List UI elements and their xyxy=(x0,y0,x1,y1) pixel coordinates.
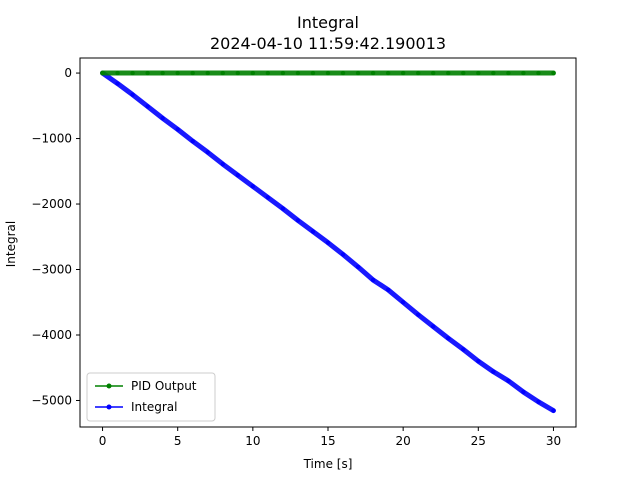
data-point xyxy=(491,70,496,76)
data-point xyxy=(130,92,135,97)
data-point xyxy=(355,264,361,270)
data-point xyxy=(521,70,526,76)
data-point xyxy=(235,70,241,76)
x-tick-label: 0 xyxy=(99,434,107,448)
x-axis-label: Time [s] xyxy=(303,457,353,471)
data-point xyxy=(235,173,241,178)
data-point xyxy=(280,206,286,211)
data-point xyxy=(325,240,331,245)
y-tick-label: −5000 xyxy=(31,393,72,407)
data-point xyxy=(190,138,195,144)
data-point xyxy=(160,70,165,76)
data-point xyxy=(461,347,466,352)
data-point xyxy=(385,70,391,76)
data-point xyxy=(100,70,105,76)
data-point xyxy=(145,104,150,109)
y-tick-label: −1000 xyxy=(31,132,72,146)
x-tick-label: 15 xyxy=(320,434,335,448)
data-point xyxy=(160,116,165,121)
data-point xyxy=(400,300,406,305)
x-tick-label: 30 xyxy=(546,434,561,448)
chart-subtitle: 2024-04-10 11:59:42.190013 xyxy=(210,34,446,53)
data-point xyxy=(415,312,421,317)
x-tick-label: 5 xyxy=(174,434,182,448)
y-axis-label: Integral xyxy=(4,221,18,267)
data-point xyxy=(506,70,511,76)
data-point xyxy=(145,70,150,76)
data-point xyxy=(205,150,210,155)
data-point xyxy=(280,70,286,76)
data-point xyxy=(446,70,451,76)
data-point xyxy=(355,70,361,76)
data-point xyxy=(175,127,180,132)
data-point xyxy=(476,70,481,76)
data-point xyxy=(220,161,225,167)
data-point xyxy=(446,336,451,341)
data-point xyxy=(265,195,271,200)
data-point xyxy=(400,70,406,76)
y-tick-label: 0 xyxy=(64,66,72,80)
data-point xyxy=(310,70,316,76)
data-point xyxy=(370,70,376,76)
legend-label: Integral xyxy=(131,400,177,414)
plot-area: 0 5 10 15 20 25 30 0 −1000 −2000 −3000 −4000 −5000 xyxy=(31,57,577,448)
y-tick-label: −4000 xyxy=(31,328,72,342)
data-point xyxy=(551,70,556,76)
legend-box xyxy=(86,372,216,422)
data-point xyxy=(205,70,210,76)
legend: PID Output Integral xyxy=(86,372,216,422)
data-point xyxy=(250,184,256,189)
x-tick-label: 20 xyxy=(396,434,411,448)
data-point xyxy=(521,389,526,395)
data-point xyxy=(431,70,436,76)
x-tick-label: 25 xyxy=(471,434,486,448)
data-point xyxy=(130,70,135,76)
data-point xyxy=(415,70,421,76)
data-point xyxy=(325,70,331,76)
data-point xyxy=(115,70,120,76)
data-point xyxy=(491,369,496,374)
data-point xyxy=(250,70,256,76)
data-point xyxy=(295,218,301,223)
data-point xyxy=(220,70,225,76)
data-point xyxy=(551,408,556,413)
legend-marker xyxy=(106,404,112,410)
x-tick-label: 10 xyxy=(245,434,260,448)
y-tick-label: −3000 xyxy=(31,263,72,277)
legend-label: PID Output xyxy=(131,379,197,393)
data-point xyxy=(115,81,120,86)
data-point xyxy=(340,70,346,76)
data-point xyxy=(431,324,436,329)
data-point xyxy=(370,277,376,283)
y-tick-label: −2000 xyxy=(31,197,72,211)
data-point xyxy=(190,70,195,76)
data-point xyxy=(295,70,301,76)
data-point xyxy=(265,70,271,76)
data-point xyxy=(310,229,316,234)
data-point xyxy=(506,378,511,384)
data-point xyxy=(340,252,346,257)
legend-marker xyxy=(106,383,112,389)
chart-title: Integral xyxy=(297,13,359,32)
data-point xyxy=(385,287,391,293)
data-point xyxy=(461,70,466,76)
data-point xyxy=(175,70,180,76)
data-point xyxy=(476,358,481,364)
data-point xyxy=(536,399,541,404)
data-point xyxy=(536,70,541,76)
